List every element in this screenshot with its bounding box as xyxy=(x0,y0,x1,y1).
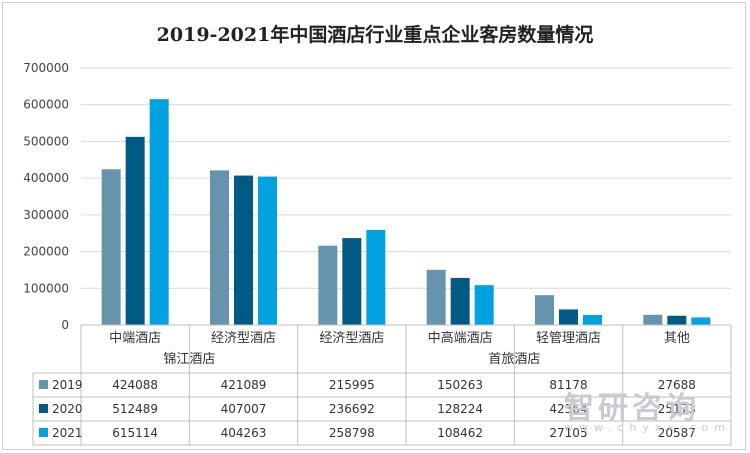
bar-2019-3 xyxy=(426,269,446,325)
y-tick-label-2: 200000 xyxy=(23,245,69,259)
category-label-0: 中端酒店 xyxy=(109,331,161,346)
bar-chart: 2019-2021年中国酒店行业重点企业客房数量情况 0 100000 200000… xyxy=(23,23,732,446)
y-tick-label-0: 0 xyxy=(61,318,69,332)
bar-2020-4 xyxy=(559,309,578,325)
bar-2021-2 xyxy=(366,229,386,325)
data-label-2020-0: 512489 xyxy=(112,402,158,416)
category-label-5: 其他 xyxy=(664,331,690,346)
group-label-1: 首旅酒店 xyxy=(488,352,540,367)
data-label-2021-0: 615114 xyxy=(112,426,158,440)
bar-2019-0 xyxy=(101,169,121,325)
bar-2019-5 xyxy=(643,314,663,325)
legend-swatch-2020 xyxy=(39,404,48,413)
category-label-1: 经济型酒店 xyxy=(211,331,276,346)
data-label-2019-1: 421089 xyxy=(221,378,267,392)
y-tick-label-6: 600000 xyxy=(23,98,69,112)
bar-2020-3 xyxy=(450,277,470,325)
data-label-2021-1: 404263 xyxy=(221,426,267,440)
bar-2020-0 xyxy=(125,136,145,325)
data-label-2019-5: 27688 xyxy=(658,378,696,392)
data-label-2019-3: 150263 xyxy=(437,378,483,392)
data-label-2020-3: 128224 xyxy=(437,402,483,416)
category-label-3: 中高端酒店 xyxy=(428,330,493,346)
legend-label-2021: 2021 xyxy=(52,426,83,440)
bar-2021-5 xyxy=(691,317,711,325)
legend-swatch-2019 xyxy=(39,380,48,389)
y-tick-label-3: 300000 xyxy=(23,208,69,222)
bar-2019-4 xyxy=(535,295,554,325)
data-label-2020-2: 236692 xyxy=(329,402,375,416)
bar-2019-2 xyxy=(318,245,338,325)
bar-2020-5 xyxy=(667,315,687,325)
data-label-2021-5: 20587 xyxy=(658,426,696,440)
bar-2021-4 xyxy=(583,315,602,325)
legend-label-2020: 2020 xyxy=(52,402,83,416)
bar-2021-3 xyxy=(474,285,494,325)
y-tick-label-5: 500000 xyxy=(23,134,69,148)
data-label-2019-2: 215995 xyxy=(329,378,375,392)
legend-swatch-2021 xyxy=(39,428,48,437)
y-tick-label-1: 100000 xyxy=(23,281,69,295)
y-tick-label-4: 400000 xyxy=(23,171,69,185)
data-label-2020-5: 25173 xyxy=(658,402,696,416)
data-label-2021-3: 108462 xyxy=(437,426,483,440)
data-label-2021-2: 258798 xyxy=(329,426,375,440)
category-label-4: 轻管理酒店 xyxy=(536,331,601,346)
data-label-2020-1: 407007 xyxy=(221,402,267,416)
data-label-2019-0: 424088 xyxy=(112,378,158,392)
bar-2021-1 xyxy=(258,176,277,325)
bar-2020-2 xyxy=(342,238,362,325)
category-label-2: 经济型酒店 xyxy=(319,331,384,346)
group-label-0: 锦江酒店 xyxy=(163,352,215,367)
data-label-2019-4: 81178 xyxy=(549,378,587,392)
chart-title: 2019-2021年中国酒店行业重点企业客房数量情况 xyxy=(157,23,594,46)
data-label-2020-4: 42364 xyxy=(549,402,587,416)
bar-2019-1 xyxy=(210,170,229,325)
bar-2021-0 xyxy=(149,99,169,326)
bar-2020-1 xyxy=(234,175,253,325)
legend-label-2019: 2019 xyxy=(52,378,83,392)
data-label-2021-4: 27105 xyxy=(549,426,587,440)
y-tick-label-7: 700000 xyxy=(23,61,69,75)
